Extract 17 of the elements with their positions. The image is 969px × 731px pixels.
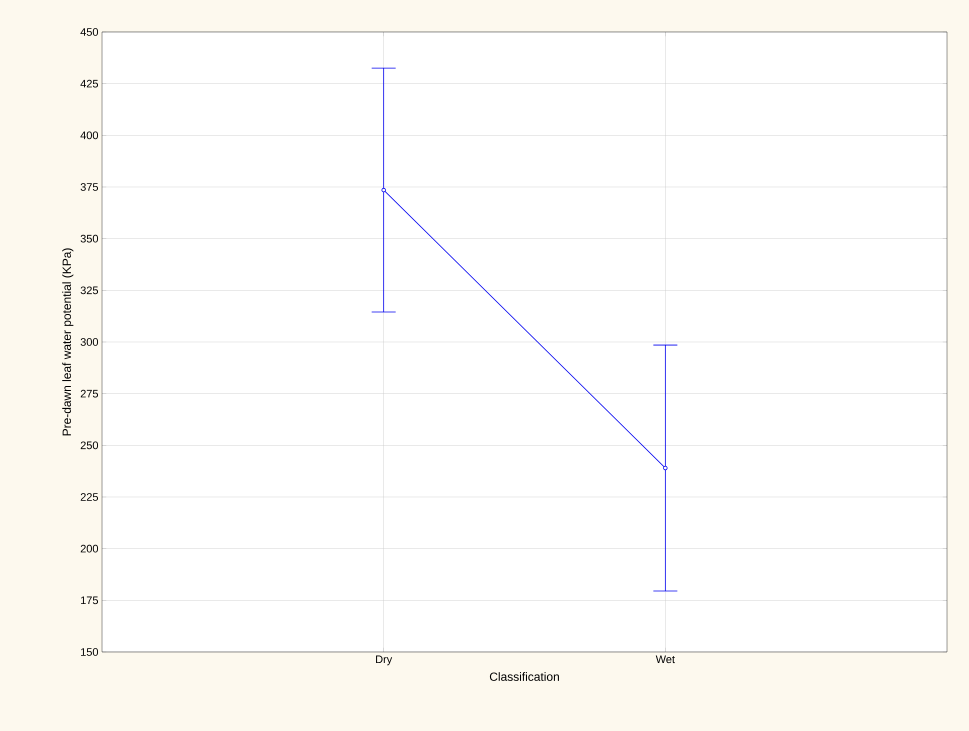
x-axis-title: Classification	[490, 672, 559, 681]
y-tick-label: 425	[80, 80, 98, 88]
y-tick-label: 325	[80, 286, 98, 294]
y-tick-label: 300	[80, 338, 98, 346]
y-tick-label: 350	[80, 234, 98, 243]
y-tick-label: 250	[80, 441, 98, 450]
y-tick-label: 150	[81, 648, 98, 656]
x-tick-label: Wet	[656, 656, 675, 664]
y-tick-label: 225	[80, 493, 98, 501]
x-tick-label: Dry	[376, 656, 392, 666]
y-tick-label: 450	[80, 28, 98, 36]
y-tick-label: 275	[80, 390, 98, 398]
y-tick-label: 175	[81, 596, 98, 604]
y-tick-label: 400	[80, 131, 98, 140]
y-tick-label: 200	[80, 544, 98, 553]
y-axis-title: Pre-dawn leaf water potential (KPa)	[62, 248, 74, 436]
y-tick-label: 375	[80, 183, 98, 191]
